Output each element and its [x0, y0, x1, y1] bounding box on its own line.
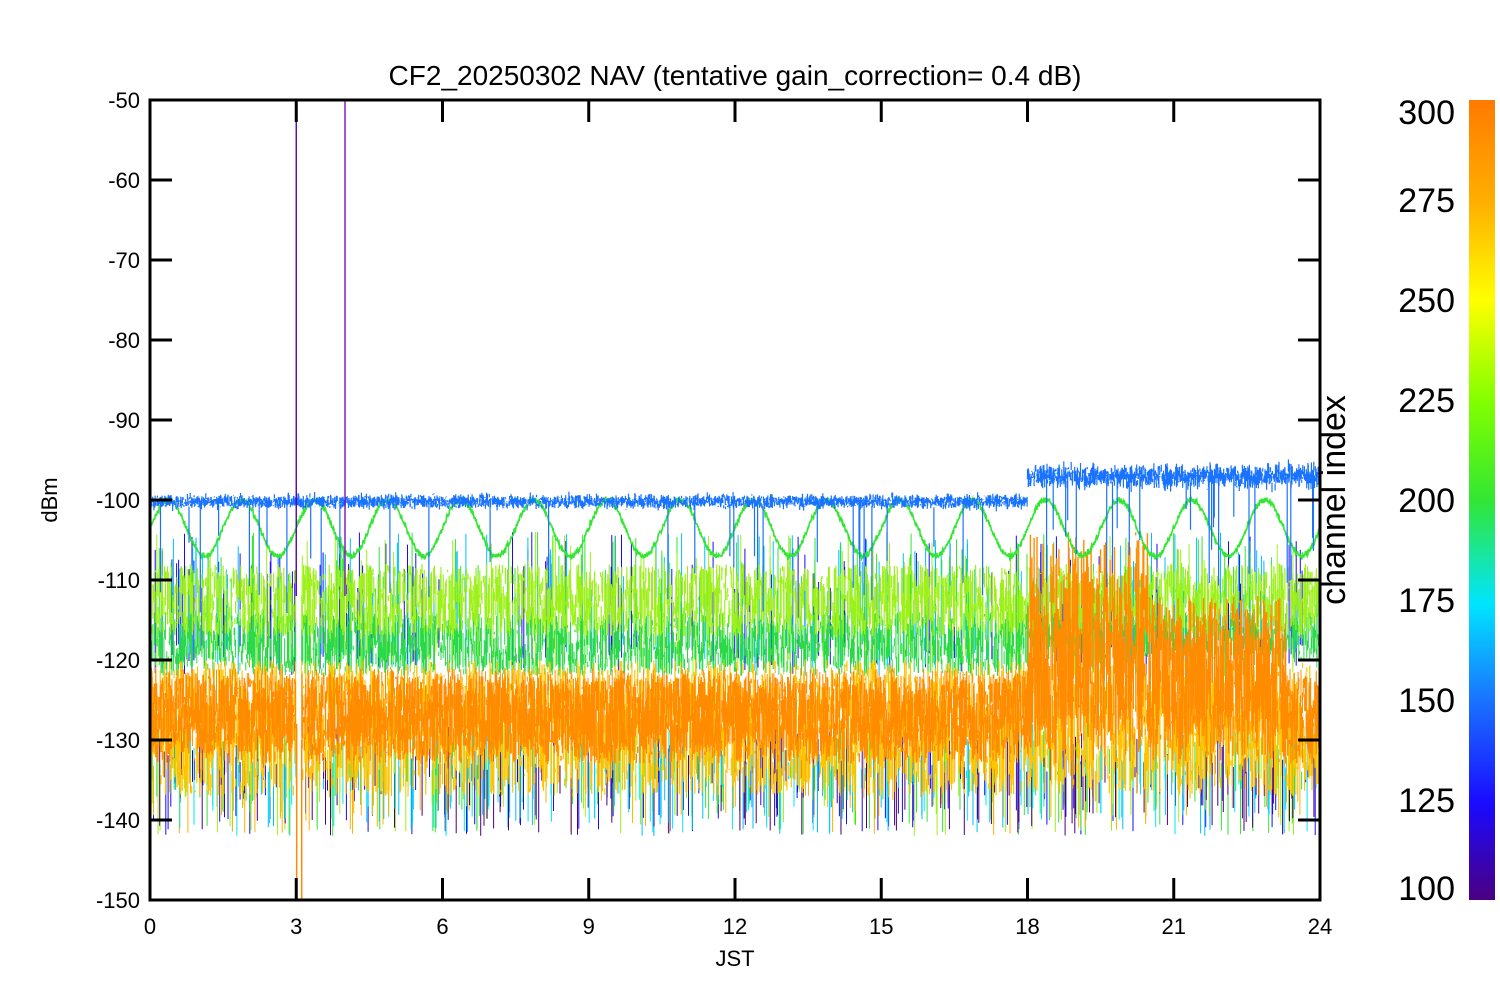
- y-tick-label: -150: [96, 888, 140, 913]
- x-tick-label: 6: [436, 914, 448, 939]
- y-axis-label: dBm: [37, 477, 62, 522]
- colorbar-label: channel index: [1315, 395, 1353, 605]
- y-tick-label: -120: [96, 648, 140, 673]
- y-tick-label: -110: [98, 568, 140, 593]
- x-tick-label: 12: [723, 914, 747, 939]
- x-tick-label: 15: [869, 914, 893, 939]
- colorbar-tick-label: 200: [1398, 482, 1455, 520]
- colorbar-ticks: 300 275 250 225 200 175 150 125 100: [1398, 94, 1455, 908]
- colorbar-tick-label: 175: [1398, 582, 1455, 620]
- series-channel-295: [150, 612, 1320, 748]
- colorbar-tick-label: 300: [1398, 94, 1455, 132]
- x-tick-label: 0: [144, 914, 156, 939]
- colorbar-tick-label: 100: [1398, 870, 1455, 908]
- colorbar-tick-label: 150: [1398, 682, 1455, 720]
- colorbar-tick-label: 250: [1398, 282, 1455, 320]
- colorbar: [1469, 100, 1495, 900]
- chart-title: CF2_20250302 NAV (tentative gain_correct…: [389, 60, 1082, 91]
- y-axis: -50 -60 -70 -80 -90 -100 -110 -120 -130 -140 -150: [96, 88, 1320, 913]
- y-tick-label: -50: [108, 88, 140, 113]
- series-channel-152: [150, 459, 1320, 613]
- x-tick-label: 24: [1308, 914, 1332, 939]
- colorbar-tick-label: 125: [1398, 782, 1455, 820]
- x-tick-label: 21: [1162, 914, 1186, 939]
- x-tick-label: 18: [1015, 914, 1039, 939]
- y-tick-label: -130: [96, 728, 140, 753]
- y-tick-label: -70: [108, 248, 140, 273]
- data-gap: [296, 548, 302, 900]
- y-tick-label: -100: [96, 488, 140, 513]
- y-tick-label: -80: [108, 328, 140, 353]
- y-tick-label: -140: [96, 808, 140, 833]
- colorbar-tick-label: 275: [1398, 182, 1455, 220]
- x-axis-label: JST: [715, 946, 754, 971]
- x-axis: 0 3 6 9 12 15 18 21 24: [144, 100, 1332, 939]
- y-tick-label: -60: [108, 168, 140, 193]
- x-tick-label: 3: [290, 914, 302, 939]
- x-tick-label: 9: [583, 914, 595, 939]
- colorbar-tick-label: 225: [1398, 382, 1455, 420]
- y-tick-label: -90: [108, 408, 140, 433]
- plot-area: [150, 100, 1320, 900]
